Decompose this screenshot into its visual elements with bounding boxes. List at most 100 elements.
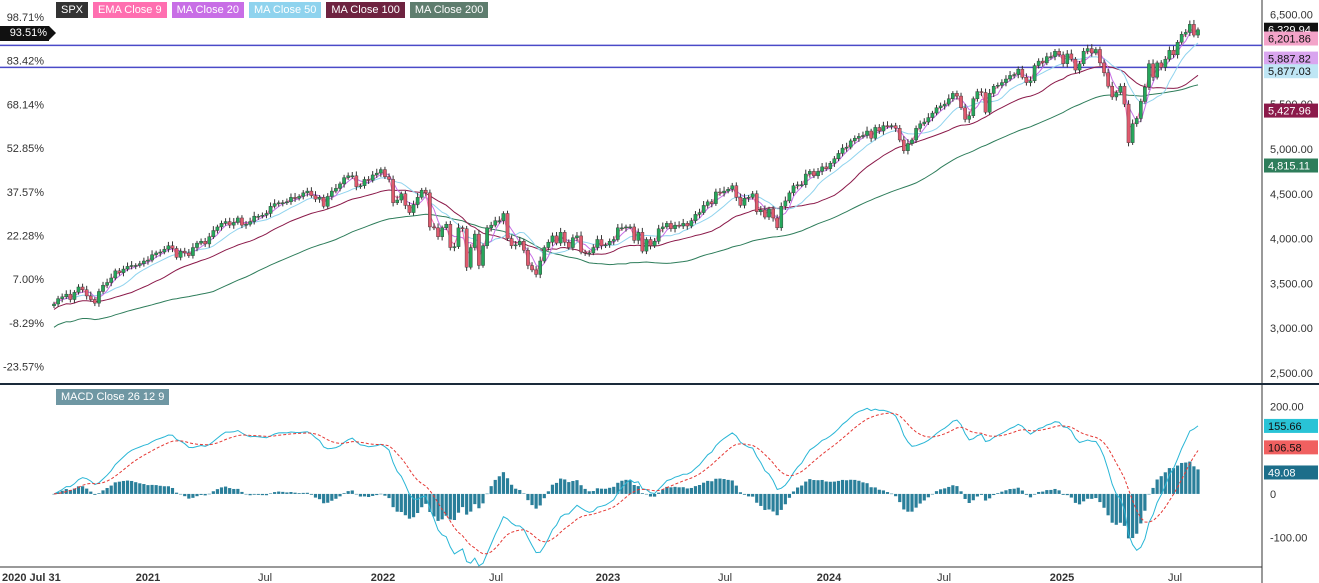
legend-ema9[interactable]: EMA Close 9 [93,2,167,18]
macd-histogram-bar [779,493,783,510]
macd-histogram-bar [955,486,959,494]
candle-body [677,224,681,227]
macd-histogram-bar [1171,468,1176,494]
macd-line [53,407,1199,567]
macd-histogram-bar [628,479,632,494]
candle-body [910,139,914,144]
macd-histogram-bar [322,493,326,504]
candle-body [60,296,64,299]
candle-body [93,299,97,304]
candle-body [1073,59,1078,71]
macd-legend[interactable]: MACD Close 26 12 9 [56,389,170,405]
macd-histogram-bar [1135,493,1139,534]
macd-histogram-bar [820,479,824,494]
macd-tick-label: 200.00 [1270,402,1304,414]
candle-body [1085,48,1090,52]
candle-body [526,250,530,266]
candle-body [787,192,792,202]
macd-histogram-bar [391,493,395,508]
macd-histogram-bar [469,493,473,512]
candle-body [656,228,661,242]
candle-body [317,197,322,200]
candle-body [195,242,199,248]
candle-body [154,252,158,255]
candle-body [293,197,297,199]
percent-tick-label: 68.14% [7,99,45,111]
candle-body [922,121,927,125]
candle-body [746,197,751,199]
macd-histogram-bar [501,472,506,494]
candle-body [407,205,412,213]
candle-body [763,209,767,218]
candle-body [125,266,130,270]
macd-histogram-bar [828,481,832,494]
candle-body [616,227,620,240]
macd-histogram-bar [775,493,779,516]
candle-body [603,244,608,247]
price-tick-label: 2,500.00 [1270,368,1313,380]
macd-histogram-bar [644,493,649,495]
macd-histogram-bar [1094,493,1098,499]
candle-body [632,226,636,241]
macd-histogram-bar [922,493,926,501]
candle-body [824,166,828,169]
candle-body [665,223,669,228]
candle-body [975,91,980,99]
candle-body [1106,72,1110,87]
candle-body [146,259,150,262]
candle-body [1061,54,1065,64]
macd-histogram-bar [734,485,738,494]
percent-tick-label: -8.29% [9,318,44,330]
candle-body [624,226,628,229]
candle-body [428,192,432,228]
macd-histogram-bar [979,493,984,495]
candle-body [174,248,179,258]
candle-body [554,235,559,244]
macd-histogram-bar [179,493,183,495]
legend-ma50[interactable]: MA Close 50 [248,2,322,18]
legend-ma100[interactable]: MA Close 100 [326,2,405,18]
macd-histogram-bar [889,493,894,495]
candle-body [522,241,526,251]
macd-histogram-bar [411,493,416,518]
candle-body [955,93,959,97]
candle-body [791,185,796,194]
candle-body [170,245,175,249]
macd-histogram-bar [142,484,146,494]
candle-body [693,214,698,221]
macd-histogram-bar [154,485,158,494]
macd-histogram-bar [97,493,101,494]
macd-histogram-bar [616,482,620,494]
macd-histogram-bar [150,484,154,494]
legend-symbol[interactable]: SPX [56,2,89,18]
candle-body [550,235,555,243]
legend-ma20[interactable]: MA Close 20 [171,2,244,18]
price-tick-label: 6,500.00 [1270,9,1313,21]
candle-body [1183,32,1188,35]
macd-histogram-bar [1102,493,1106,508]
candle-body [256,215,261,218]
macd-histogram-bar [1155,479,1159,494]
macd-histogram-bar [436,493,440,521]
macd-histogram-bar [350,490,354,494]
macd-histogram-bar [697,484,702,494]
candle-body [783,200,788,207]
macd-histogram-bar [452,493,456,521]
candle-body [211,230,216,237]
candle-body [1028,80,1033,83]
macd-histogram-bar [465,493,469,515]
macd-histogram-bar [207,493,211,495]
candle-body [799,184,804,186]
candle-body [575,235,579,238]
candle-body [1077,63,1082,71]
candle-body [1040,60,1045,64]
candle-body [64,293,69,298]
legend-ma200[interactable]: MA Close 200 [409,2,489,18]
macd-histogram-bar [914,493,918,508]
candle-body [579,235,583,253]
macd-histogram-bar [930,493,935,495]
candle-body [832,158,837,164]
macd-histogram-bar [76,486,81,494]
macd-histogram-bar [187,493,191,499]
